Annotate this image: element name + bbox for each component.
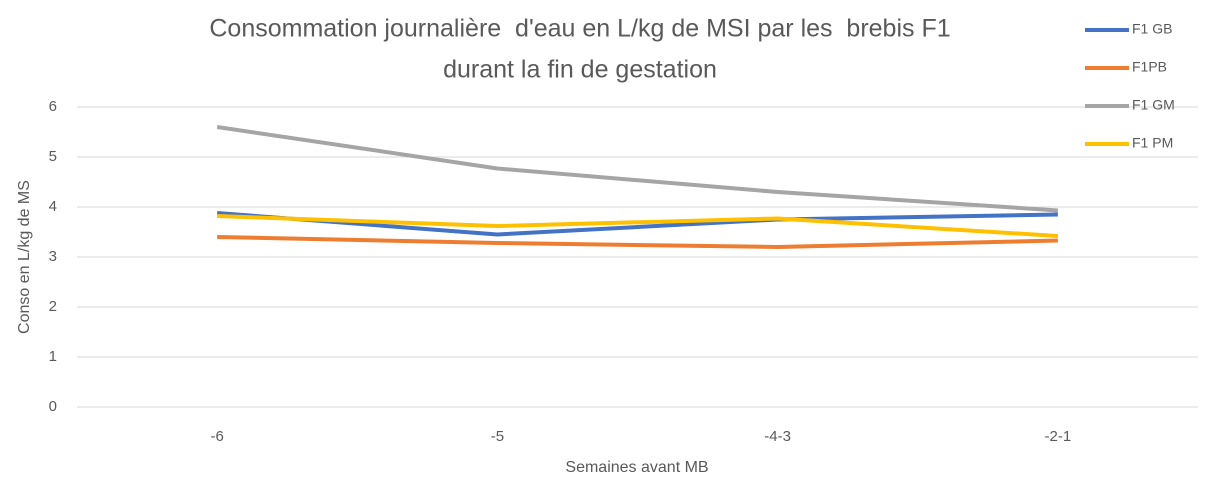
x-tick-label: -5 [491,428,504,445]
chart-title: durant la fin de gestation [443,56,717,84]
legend-label: F1PB [1132,59,1167,75]
y-tick-label: 2 [49,298,57,315]
y-tick-label: 0 [49,398,57,415]
y-tick-label: 4 [49,198,57,215]
series-line [217,235,1058,249]
x-tick-label: -4-3 [764,428,791,445]
y-tick-label: 1 [49,348,57,365]
y-tick-label: 6 [49,98,57,115]
x-axis-label: Semaines avant MB [565,459,708,476]
legend-label: F1 PM [1132,135,1173,151]
series-line [216,125,1059,213]
chart-title: Consommation journalière d'eau en L/kg d… [209,15,950,43]
legend-label: F1 GM [1132,97,1175,113]
series-line [216,211,1058,237]
legend-label: F1 GB [1132,21,1172,37]
y-tick-label: 3 [49,248,57,265]
x-tick-label: -6 [210,428,223,445]
series-line [217,214,1059,238]
y-axis-label: Conso en L/kg de MS [16,180,33,334]
y-tick-label: 5 [49,148,57,165]
x-tick-label: -2-1 [1045,428,1072,445]
